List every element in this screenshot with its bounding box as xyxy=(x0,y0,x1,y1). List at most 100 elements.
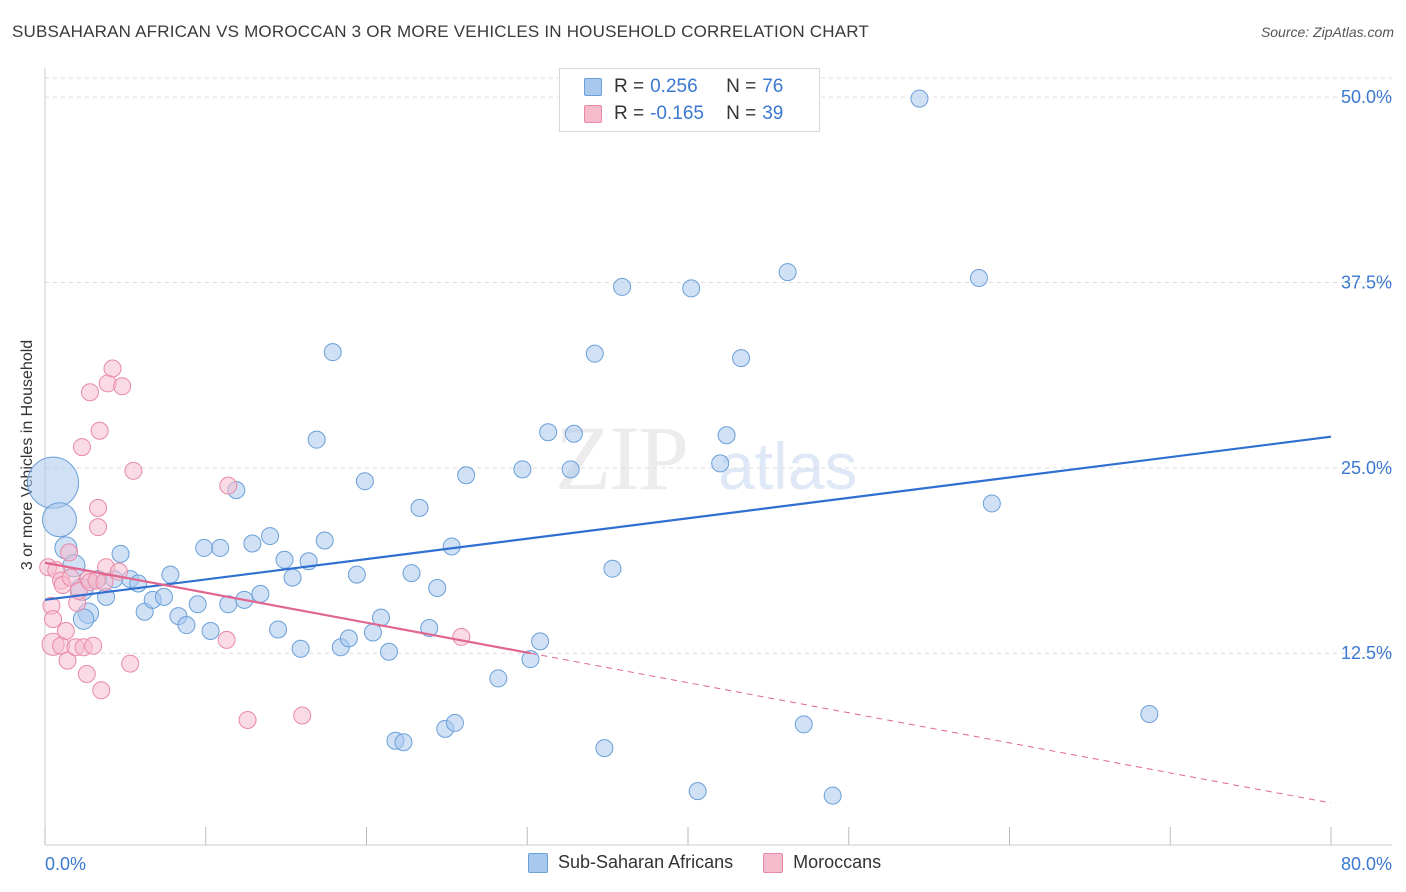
data-point-subsaharan xyxy=(269,620,288,639)
data-point-moroccan xyxy=(44,610,63,629)
data-point-subsaharan xyxy=(339,629,358,648)
data-point-moroccan xyxy=(452,627,471,646)
trend-lines xyxy=(44,435,1332,804)
y-tick-label: 25.0% xyxy=(1341,458,1392,478)
data-point-subsaharan xyxy=(489,669,508,688)
x-tick-label: 0.0% xyxy=(45,854,86,874)
legend-swatch-blue xyxy=(528,852,548,873)
data-point-moroccan xyxy=(238,710,257,729)
data-point-moroccan xyxy=(72,438,91,457)
data-point-subsaharan xyxy=(910,89,929,108)
data-point-subsaharan xyxy=(275,550,294,569)
legend-swatch-blue xyxy=(584,78,602,96)
data-point-subsaharan xyxy=(315,531,334,550)
legend-item-moroccan[interactable]: Moroccans xyxy=(763,852,881,873)
data-point-moroccan xyxy=(219,476,238,495)
data-point-subsaharan xyxy=(177,616,196,635)
data-point-subsaharan xyxy=(445,713,464,732)
legend-n-value: 76 xyxy=(762,76,784,97)
data-point-subsaharan xyxy=(457,466,476,485)
data-point-subsaharan xyxy=(195,538,214,557)
data-point-moroccan xyxy=(217,630,236,649)
data-point-subsaharan xyxy=(732,349,751,368)
data-point-subsaharan xyxy=(154,587,173,606)
data-point-subsaharan xyxy=(211,538,230,557)
legend-row-moroccan: R = -0.165 N = 39 xyxy=(584,102,783,126)
data-point-subsaharan xyxy=(243,534,262,553)
data-point-moroccan xyxy=(121,654,140,673)
data-point-subsaharan xyxy=(823,786,842,805)
data-point-moroccan xyxy=(124,461,143,480)
data-point-moroccan xyxy=(77,664,96,683)
data-point-moroccan xyxy=(89,518,108,537)
data-point-moroccan xyxy=(92,681,111,700)
legend-row-subsaharan: R = 0.256 N = 76 xyxy=(584,75,783,99)
series-legend: Sub-Saharan Africans Moroccans xyxy=(528,852,911,873)
data-point-subsaharan xyxy=(380,642,399,661)
data-point-subsaharan xyxy=(717,426,736,445)
data-point-subsaharan xyxy=(283,568,302,587)
data-point-subsaharan xyxy=(27,456,80,509)
data-point-moroccan xyxy=(84,636,103,655)
chart-title: SUBSAHARAN AFRICAN VS MOROCCAN 3 OR MORE… xyxy=(12,22,870,41)
legend-r-label: R = xyxy=(614,103,645,124)
data-point-subsaharan xyxy=(261,527,280,546)
data-point-subsaharan xyxy=(410,498,429,517)
legend-r-label: R = xyxy=(614,76,645,97)
legend-n-label: N = xyxy=(726,103,757,124)
data-point-subsaharan xyxy=(291,639,310,658)
data-point-subsaharan xyxy=(521,650,540,669)
tick-labels: 12.5% 25.0% 37.5% 50.0% 0.0% 80.0% xyxy=(45,87,1392,874)
data-point-subsaharan xyxy=(969,269,988,288)
data-point-subsaharan xyxy=(41,502,77,538)
legend-n-value: 39 xyxy=(762,103,784,124)
data-point-subsaharan xyxy=(363,623,382,642)
data-point-subsaharan xyxy=(711,454,730,473)
data-point-subsaharan xyxy=(688,782,707,801)
data-point-moroccan xyxy=(113,377,132,396)
data-point-moroccan xyxy=(89,498,108,517)
legend-label-subsaharan: Sub-Saharan Africans xyxy=(558,852,734,872)
data-point-subsaharan xyxy=(161,565,180,584)
data-point-moroccan xyxy=(103,359,122,378)
data-point-moroccan xyxy=(293,706,312,725)
data-point-subsaharan xyxy=(420,619,439,638)
x-tick-label: 80.0% xyxy=(1341,854,1392,874)
data-point-subsaharan xyxy=(428,578,447,597)
data-point-subsaharan xyxy=(982,494,1001,513)
data-point-subsaharan xyxy=(595,739,614,758)
data-point-subsaharan xyxy=(72,608,95,630)
legend-swatch-pink xyxy=(584,105,602,123)
data-point-subsaharan xyxy=(323,343,342,362)
legend-label-moroccan: Moroccans xyxy=(793,852,882,872)
legend-n-label: N = xyxy=(726,76,757,97)
trend-line-subsaharan xyxy=(44,435,1332,601)
data-point-subsaharan xyxy=(347,565,366,584)
data-point-subsaharan xyxy=(561,460,580,479)
data-point-subsaharan xyxy=(603,559,622,578)
y-tick-label: 37.5% xyxy=(1341,272,1392,292)
data-point-subsaharan xyxy=(531,632,550,651)
data-point-subsaharan xyxy=(402,564,421,583)
data-point-moroccan xyxy=(58,651,77,670)
legend-r-value: -0.165 xyxy=(650,103,704,124)
data-point-moroccan xyxy=(60,543,79,562)
data-point-subsaharan xyxy=(539,423,558,442)
data-point-subsaharan xyxy=(513,460,532,479)
data-point-subsaharan xyxy=(613,277,632,296)
data-point-subsaharan xyxy=(188,595,207,614)
data-point-moroccan xyxy=(61,568,80,587)
y-tick-label: 12.5% xyxy=(1341,643,1392,663)
data-point-subsaharan xyxy=(111,544,130,563)
data-point-subsaharan xyxy=(585,344,604,363)
data-point-subsaharan xyxy=(355,472,374,491)
correlation-legend: R = 0.256 N = 76 R = -0.165 N = 39 xyxy=(559,68,820,132)
data-point-subsaharan xyxy=(564,424,583,443)
legend-item-subsaharan[interactable]: Sub-Saharan Africans xyxy=(528,852,733,873)
data-point-moroccan xyxy=(56,621,75,640)
data-point-subsaharan xyxy=(778,263,797,282)
legend-swatch-pink xyxy=(763,852,784,873)
source-label: Source: ZipAtlas.com xyxy=(1260,24,1394,40)
trend-line-moroccan xyxy=(44,561,531,655)
